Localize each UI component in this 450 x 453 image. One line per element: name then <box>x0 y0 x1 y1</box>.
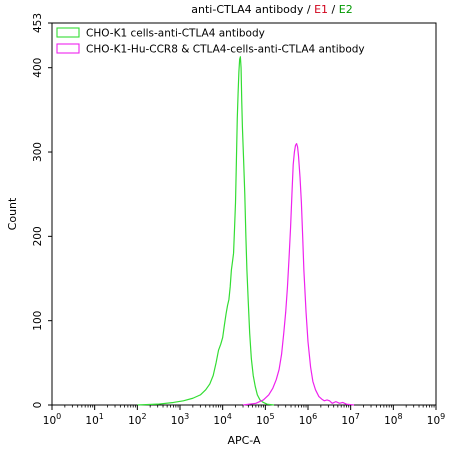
x-tick-label: 103 <box>171 412 189 427</box>
x-tick-label: 100 <box>43 412 61 427</box>
chart-title-sep1: / <box>303 3 314 16</box>
x-tick-label: 105 <box>256 412 274 427</box>
chart-title-e2: E2 <box>339 3 353 16</box>
legend-label-2: CHO-K1-Hu-CCR8 & CTLA4-cells-anti-CTLA4 … <box>86 44 365 56</box>
x-tick-label: 102 <box>128 412 146 427</box>
x-tick-label: 108 <box>384 412 402 427</box>
x-tick-label: 104 <box>213 412 231 427</box>
legend-label-1: CHO-K1 cells-anti-CTLA4 antibody <box>86 28 265 40</box>
series-line-1 <box>137 56 275 406</box>
x-tick-label: 109 <box>427 412 445 427</box>
chart-title-sep2: / <box>328 3 339 16</box>
x-tick-label: 101 <box>85 412 103 427</box>
x-tick-label: 107 <box>341 412 359 427</box>
chart-title-main: anti-CTLA4 antibody <box>191 3 304 16</box>
plot-area-frame <box>51 22 437 406</box>
x-tick-label: 106 <box>299 412 317 427</box>
series-line-2 <box>242 142 355 406</box>
y-tick-label: 0 <box>32 402 44 409</box>
legend: CHO-K1 cells-anti-CTLA4 antibody CHO-K1-H… <box>56 27 365 56</box>
y-axis: 0 100 200 300 400 453 <box>32 13 52 408</box>
x-axis: 100 101 102 103 104 105 106 107 108 109 <box>43 405 445 427</box>
y-axis-title: Count <box>6 197 19 230</box>
legend-swatch-1 <box>56 27 80 38</box>
chart-title: anti-CTLA4 antibody / E1 / E2 <box>191 3 352 16</box>
chart-title-e1: E1 <box>314 3 328 16</box>
y-tick-label: 200 <box>32 226 44 246</box>
y-tick-label: 100 <box>32 311 44 331</box>
y-tick-label: 300 <box>32 142 44 162</box>
legend-swatch-2 <box>56 43 80 54</box>
x-axis-title: APC-A <box>227 434 261 447</box>
y-tick-label: 453 <box>32 13 44 33</box>
series-layer <box>137 56 355 406</box>
y-tick-label: 400 <box>32 58 44 78</box>
